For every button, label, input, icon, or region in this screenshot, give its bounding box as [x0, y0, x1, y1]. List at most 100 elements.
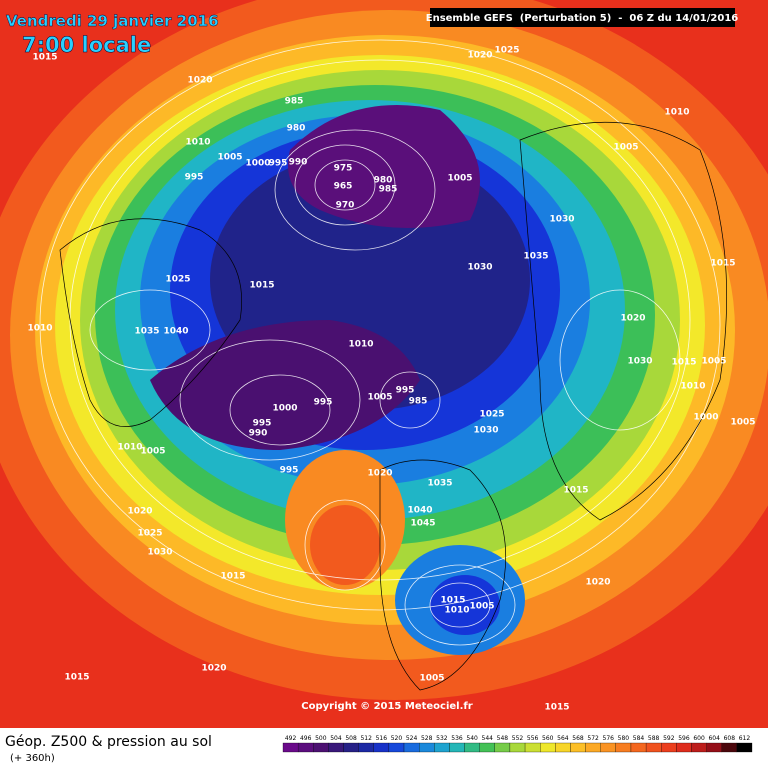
isobar-label: 1000	[272, 404, 297, 414]
isobar-label: 1010	[348, 340, 373, 350]
colorbar-label: 520	[391, 735, 403, 742]
isobar-label: 1010	[444, 606, 469, 616]
isobar-label: 985	[379, 185, 398, 195]
colorbar-label: 576	[603, 735, 615, 742]
colorbar-swatch	[464, 742, 480, 753]
colorbar-label: 552	[512, 735, 524, 742]
colorbar-label: 536	[451, 735, 463, 742]
isobar-label: 1005	[469, 602, 494, 612]
colorbar-label: 608	[724, 735, 736, 742]
colorbar-swatch	[721, 742, 738, 753]
colorbar-label: 572	[587, 735, 599, 742]
isobar-label: 1025	[165, 275, 190, 285]
colorbar-label: 592	[663, 735, 675, 742]
isobar-labels: 1015102010251020101098598010101005100099…	[27, 46, 755, 713]
date-label: Vendredi 29 janvier 2016	[6, 12, 219, 30]
isobar-label: 1030	[627, 357, 652, 367]
isobar-label: 1030	[467, 263, 492, 273]
colorbar-swatch	[524, 742, 541, 753]
isobar-label: 1020	[367, 469, 392, 479]
isobar-label: 1015	[249, 281, 274, 291]
isobar-label: 1025	[494, 46, 519, 56]
colorbar-label: 540	[466, 735, 478, 742]
isobar-label: 1020	[620, 314, 645, 324]
isobar-label: 1035	[427, 479, 452, 489]
isobar-label: 1010	[117, 443, 142, 453]
isobar-label: 1005	[217, 153, 242, 163]
isobar-label: 985	[409, 397, 428, 407]
isobar-label: 1010	[27, 324, 52, 334]
isobars	[39, 39, 721, 646]
colorbar-swatch	[328, 742, 344, 753]
colorbar-label: 496	[300, 735, 312, 742]
time-label: 7:00 locale	[22, 33, 151, 57]
isobar-label: 1015	[710, 259, 735, 269]
isobar-label: 1000	[693, 413, 718, 423]
colorbar-label: 532	[436, 735, 448, 742]
isobar-label: 1020	[201, 664, 226, 674]
colorbar-swatch	[479, 742, 495, 753]
colorbar-swatch	[373, 742, 390, 753]
colorbar-swatch	[403, 742, 420, 753]
colorbar-label: 564	[557, 735, 569, 742]
isobar-label: 1015	[544, 703, 569, 713]
isobar-label: 1025	[479, 410, 504, 420]
isobar-label: 990	[249, 429, 268, 439]
colorbar-label: 528	[421, 735, 433, 742]
colorbar-swatch	[449, 742, 465, 753]
colorbar-label: 584	[633, 735, 645, 742]
colorbar-label: 500	[315, 735, 327, 742]
isobar-label: 980	[287, 124, 306, 134]
colorbar-label: 580	[618, 735, 630, 742]
colorbar-swatch	[585, 742, 601, 753]
colorbar-swatch	[297, 742, 314, 753]
isobar-label: 1010	[664, 108, 689, 118]
colorbar-swatch	[736, 742, 753, 753]
model-box	[430, 8, 735, 27]
isobar-label: 1010	[185, 138, 210, 148]
isobar-label: 1030	[147, 548, 172, 558]
isobar-label: 995	[253, 419, 272, 429]
colorbar-swatch	[509, 742, 526, 753]
isobar-label: 1000	[245, 159, 270, 169]
colorbar-label: 596	[678, 735, 690, 742]
colorbar-swatch	[706, 742, 722, 753]
isobar-label: 1010	[680, 382, 705, 392]
colorbar-label: 548	[497, 735, 509, 742]
isobar-label: 1030	[473, 426, 498, 436]
colorbar-label: 508	[345, 735, 357, 742]
colorbar-swatch	[540, 742, 556, 753]
colorbar-swatch	[676, 742, 692, 753]
colorbar-label: 512	[360, 735, 372, 742]
isobar-label: 1005	[140, 447, 165, 457]
colorbar-label: 516	[376, 735, 388, 742]
isobar-label: 1020	[127, 507, 152, 517]
colorbar-label: 568	[572, 735, 584, 742]
isobar-label: 995	[269, 159, 288, 169]
colorbar-label: 544	[482, 735, 494, 742]
isobar-label: 1015	[32, 53, 57, 63]
isobar-label: 1020	[187, 76, 212, 86]
isobar-label: 1020	[467, 51, 492, 61]
colorbar-swatch	[570, 742, 586, 753]
isobar-label: 1015	[220, 572, 245, 582]
geopotential-field	[0, 0, 768, 728]
isobar-label: 1005	[419, 674, 444, 684]
isobar-label: 995	[185, 173, 204, 183]
colorbar-swatch	[358, 742, 374, 753]
isobar-label: 995	[314, 398, 333, 408]
colorbar-swatch	[494, 742, 511, 753]
isobar-label: 1030	[549, 215, 574, 225]
isobar-label: 1045	[410, 519, 435, 529]
colorbar-label: 524	[406, 735, 418, 742]
isobar-label: 1005	[730, 418, 755, 428]
isobar-label: 1035	[523, 252, 548, 262]
colorbar-swatch	[661, 742, 677, 753]
colorbar-label: 600	[693, 735, 705, 742]
footer-title: Géop. Z500 & pression au sol	[5, 734, 212, 750]
isobar-label: 995	[396, 386, 415, 396]
footer-lead: (+ 360h)	[10, 753, 55, 764]
isobar-label: 1005	[367, 393, 392, 403]
